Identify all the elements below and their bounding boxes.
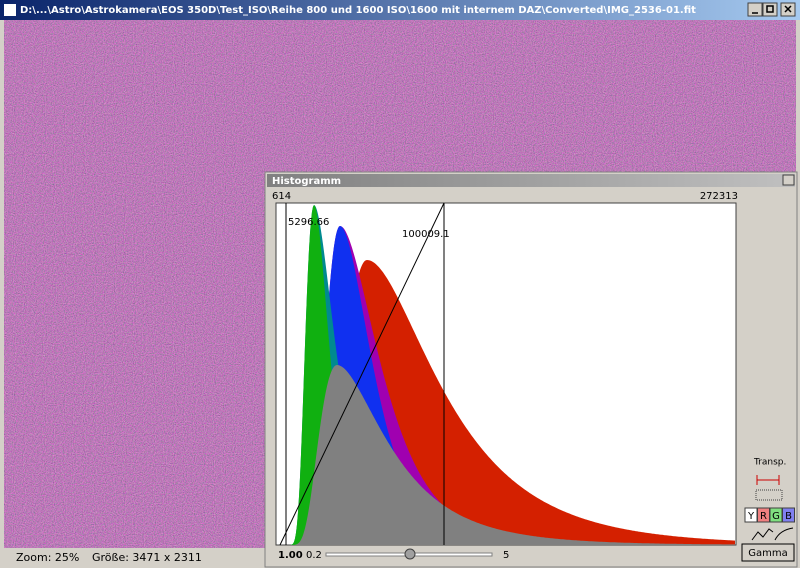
black-point-label: 5296.66 bbox=[288, 217, 329, 228]
window-buttons[interactable] bbox=[747, 2, 796, 17]
channel-label: R bbox=[760, 511, 767, 522]
transp-icon[interactable] bbox=[756, 475, 780, 485]
slider-max: 5 bbox=[503, 550, 509, 561]
luminance-channel bbox=[282, 365, 735, 545]
slider-min: 0.2 bbox=[306, 550, 322, 561]
gamma-curve bbox=[279, 202, 445, 546]
grid-icon[interactable] bbox=[755, 489, 783, 501]
min-label: 614 bbox=[272, 191, 291, 202]
gamma-button-label: Gamma bbox=[748, 548, 788, 559]
channel-label: G bbox=[772, 511, 780, 522]
slider-thumb[interactable] bbox=[404, 548, 416, 560]
window-title: D:\...\Astro\Astrokamera\EOS 350D\Test_I… bbox=[20, 5, 696, 16]
title-bar bbox=[0, 0, 800, 20]
transp-label: Transp. bbox=[753, 458, 786, 468]
histogram-title: Histogramm bbox=[272, 176, 341, 187]
channel-button[interactable] bbox=[782, 507, 795, 523]
histogram-curves bbox=[282, 205, 735, 545]
close-button[interactable] bbox=[782, 174, 795, 186]
gamma-value: 1.00 bbox=[278, 550, 303, 561]
channel-label: B bbox=[785, 511, 792, 522]
channel-label: Y bbox=[747, 511, 755, 522]
max-label: 272313 bbox=[700, 191, 738, 202]
histogram-window: Histogramm 614 272313 5296.66 100009.1 1… bbox=[264, 171, 798, 568]
size-status: Größe: 3471 x 2311 bbox=[92, 551, 202, 564]
app-icon bbox=[4, 4, 16, 16]
histogram-title-bar bbox=[267, 174, 795, 187]
gamma-button[interactable] bbox=[741, 543, 795, 562]
white-point-label: 100009.1 bbox=[402, 229, 450, 240]
zoom-status: Zoom: 25% bbox=[16, 551, 79, 564]
curve-icons[interactable] bbox=[751, 527, 794, 541]
